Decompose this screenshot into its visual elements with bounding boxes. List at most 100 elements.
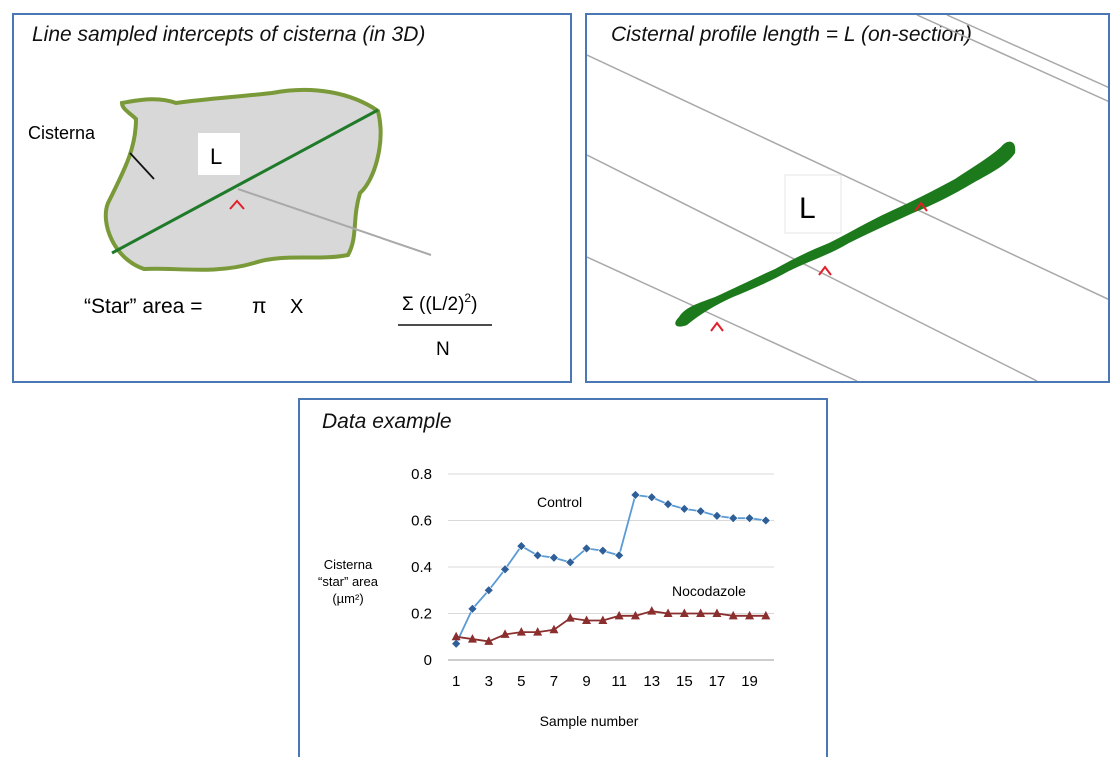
data-point-nocodazole xyxy=(467,634,477,643)
chart-gridlines xyxy=(448,473,774,661)
y-tick-label: 0.4 xyxy=(411,559,432,576)
data-point-control xyxy=(630,490,641,500)
sampling-line-1 xyxy=(916,15,1108,103)
data-point-control xyxy=(646,492,657,503)
data-point-nocodazole xyxy=(549,624,559,634)
length-label: L xyxy=(210,144,222,169)
cisterna-pointer xyxy=(129,152,155,180)
sampling-line-5 xyxy=(946,15,1108,89)
y-axis-label-line-1: Cisterna xyxy=(324,557,373,572)
sampling-line-4 xyxy=(587,256,858,381)
y-tick-label: 0.6 xyxy=(411,513,432,530)
data-point-nocodazole xyxy=(516,627,526,636)
x-tick-label: 3 xyxy=(485,673,493,690)
data-point-control xyxy=(565,557,576,568)
intercept-marker xyxy=(229,199,245,210)
x-tick-label: 7 xyxy=(550,673,558,690)
data-point-nocodazole xyxy=(728,610,738,620)
formula-left: “Star” area = xyxy=(84,295,202,318)
intercept-marker-1 xyxy=(710,321,724,332)
formula-times: X xyxy=(290,296,303,318)
cisterna-label: Cisterna xyxy=(28,123,96,143)
x-tick-label: 5 xyxy=(517,673,525,690)
length-label-box xyxy=(198,133,240,175)
x-tick-label: 11 xyxy=(611,673,627,690)
formula-numerator-exp: 2 xyxy=(464,291,471,305)
sampling-line-extension xyxy=(237,188,432,256)
data-point-control xyxy=(663,499,673,510)
data-point-control xyxy=(500,564,510,575)
data-point-nocodazole xyxy=(663,608,673,617)
y-axis-label-line-2: “star” area xyxy=(318,574,379,589)
x-axis-label: Sample number xyxy=(540,713,639,729)
data-point-control xyxy=(581,543,592,554)
sampling-line-3 xyxy=(587,154,1038,381)
data-point-nocodazole xyxy=(533,627,543,636)
data-point-control xyxy=(549,552,559,563)
x-tick-label: 17 xyxy=(709,673,726,690)
x-tick-label: 9 xyxy=(582,673,590,690)
data-point-nocodazole xyxy=(614,610,624,620)
sampling-lines xyxy=(587,15,1108,381)
data-point-nocodazole xyxy=(630,610,640,620)
data-point-control xyxy=(467,603,478,614)
intercept-marker-2 xyxy=(818,265,832,276)
data-point-control xyxy=(597,545,608,556)
formula-numerator: Σ ((L/2)2) xyxy=(402,291,477,315)
y-tick-label: 0 xyxy=(424,652,432,669)
x-tick-label: 19 xyxy=(741,673,758,690)
cisterna-3d-diagram: Cisterna L “Star” area = π X Σ ((L/2)2) … xyxy=(28,87,492,360)
formula-denominator: N xyxy=(436,339,450,360)
x-tick-label: 15 xyxy=(676,673,693,690)
panel-c-title: Data example xyxy=(322,410,452,433)
data-point-control xyxy=(516,541,527,551)
intercept-marker-3 xyxy=(914,201,928,212)
data-point-control xyxy=(744,513,755,524)
panel-data-example: Data example 0 0.2 0.4 0.6 0.8 1 3 5 7 9 11 13 15 17… xyxy=(298,398,828,757)
data-point-nocodazole xyxy=(451,631,461,641)
star-area-line-chart: 00.20.40.60.8 1 3 5 7 9 11 13 15 17 19 Cisterna “… xyxy=(318,466,774,729)
formula-numerator-main: Σ ((L/2) xyxy=(402,294,464,315)
data-point-control xyxy=(712,510,722,521)
x-tick-label: 13 xyxy=(643,673,660,690)
y-tick-label: 0.2 xyxy=(411,606,432,623)
panel-on-section-profile: Cisternal profile length = L (on-section… xyxy=(585,13,1110,383)
panel-3d-intercepts: Line sampled intercepts of cisterna (in … xyxy=(12,13,572,383)
x-tick-label: 1 xyxy=(452,673,460,690)
sampling-line-2 xyxy=(587,54,1108,300)
formula-pi: π xyxy=(252,295,267,318)
y-tick-labels: 0 0.2 0.4 0.6 0.8 xyxy=(411,466,432,669)
data-point-control xyxy=(451,638,462,649)
panel-a-title: Line sampled intercepts of cisterna (in … xyxy=(32,23,426,46)
data-point-nocodazole xyxy=(598,615,608,624)
length-label: L xyxy=(799,192,816,225)
data-point-nocodazole xyxy=(647,606,657,615)
intercept-line-L xyxy=(111,108,379,255)
data-point-control xyxy=(483,585,494,596)
series-line-nocodazole xyxy=(456,610,766,643)
data-point-control xyxy=(614,550,625,561)
panel-b-title: Cisternal profile length = L (on-section… xyxy=(611,23,972,46)
data-point-nocodazole xyxy=(712,608,722,617)
data-point-nocodazole xyxy=(484,636,494,645)
data-point-control xyxy=(728,513,739,524)
data-point-control xyxy=(532,550,543,561)
y-axis-label-line-3: (µm²) xyxy=(332,591,363,606)
cisterna-shape xyxy=(103,87,383,272)
length-label-box xyxy=(784,174,842,234)
series-label-nocodazole: Nocodazole xyxy=(672,583,746,599)
data-point-nocodazole xyxy=(761,610,771,620)
data-point-nocodazole xyxy=(745,610,755,620)
cisterna-profile xyxy=(675,141,1016,327)
data-point-nocodazole xyxy=(500,629,510,638)
series-label-control: Control xyxy=(537,494,582,510)
data-point-control xyxy=(695,506,706,517)
data-point-nocodazole xyxy=(679,608,689,617)
data-point-control xyxy=(679,503,690,514)
x-tick-labels: 1 3 5 7 9 11 13 15 17 19 xyxy=(452,673,758,690)
data-point-nocodazole xyxy=(565,613,575,622)
data-point-control xyxy=(760,515,771,526)
data-point-nocodazole xyxy=(582,615,592,624)
formula-numerator-close: ) xyxy=(471,294,477,315)
data-point-nocodazole xyxy=(696,608,706,617)
